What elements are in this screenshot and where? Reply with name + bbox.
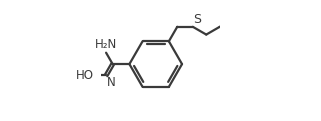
- Text: HO: HO: [75, 69, 93, 82]
- Text: H₂N: H₂N: [95, 38, 117, 52]
- Text: N: N: [107, 76, 116, 89]
- Text: S: S: [193, 13, 201, 26]
